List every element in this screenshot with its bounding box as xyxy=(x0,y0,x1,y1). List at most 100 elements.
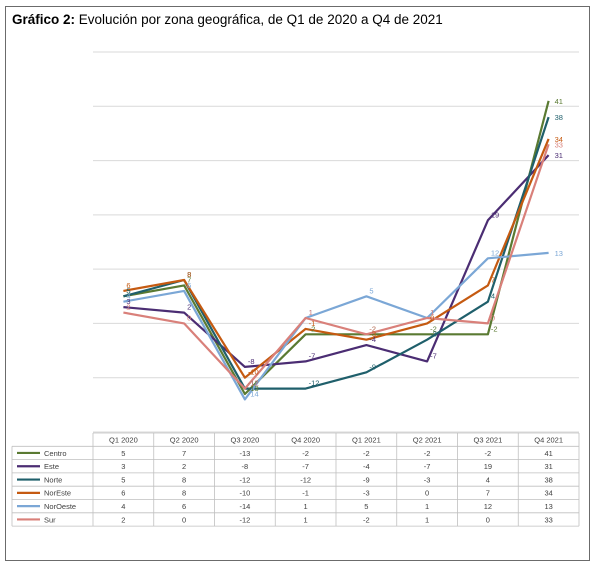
table-row-label: Este xyxy=(44,462,59,471)
table-cell: 4 xyxy=(486,475,490,484)
data-label: -10 xyxy=(248,368,259,377)
table-cell: -13 xyxy=(239,449,250,458)
data-label: -9 xyxy=(369,362,376,371)
table-row-label: NorOeste xyxy=(44,502,76,511)
data-label: -1 xyxy=(309,319,316,328)
table-cell: 38 xyxy=(544,475,552,484)
table-cell: -12 xyxy=(239,515,250,524)
table-cell: 6 xyxy=(121,489,125,498)
table-cell: -14 xyxy=(239,502,250,511)
table-header-cell: Q4 2021 xyxy=(534,436,563,445)
data-label: -13 xyxy=(248,384,259,393)
table-cell: 5 xyxy=(364,502,368,511)
table-header-cell: Q3 2021 xyxy=(473,436,502,445)
table-cell: 3 xyxy=(121,462,125,471)
table-header-cell: Q1 2020 xyxy=(109,436,138,445)
chart-title-prefix: Gráfico 2: xyxy=(12,12,76,27)
data-label: 13 xyxy=(555,249,563,258)
data-label: 2 xyxy=(126,303,130,312)
table-cell: 1 xyxy=(425,502,429,511)
data-label: -2 xyxy=(491,324,498,333)
data-label: 8 xyxy=(187,270,191,279)
table-cell: -2 xyxy=(302,449,309,458)
data-label: -3 xyxy=(430,330,437,339)
table-cell: 2 xyxy=(121,515,125,524)
data-label: -14 xyxy=(248,389,259,398)
series-line-norte xyxy=(123,116,550,390)
table-cell: -7 xyxy=(302,462,309,471)
data-label: -7 xyxy=(309,351,316,360)
table-cell: -2 xyxy=(363,515,370,524)
table-row-label: Sur xyxy=(44,515,56,524)
data-label: 0 xyxy=(430,313,434,322)
data-label: 0 xyxy=(491,313,495,322)
series-line-centro xyxy=(123,100,550,396)
table-cell: -9 xyxy=(363,475,370,484)
data-label: 7 xyxy=(187,275,191,284)
data-label: 4 xyxy=(126,292,130,301)
table-cell: 13 xyxy=(544,502,552,511)
table-cell: -3 xyxy=(363,489,370,498)
table-cell: 0 xyxy=(182,515,186,524)
chart-frame xyxy=(5,6,590,561)
data-label: -3 xyxy=(369,330,376,339)
table-cell: 41 xyxy=(544,449,552,458)
data-label: 7 xyxy=(491,275,495,284)
data-label: -2 xyxy=(369,324,376,333)
table-cell: -7 xyxy=(424,462,431,471)
data-label: 6 xyxy=(187,281,191,290)
table-header-cell: Q2 2021 xyxy=(413,436,442,445)
data-label: 19 xyxy=(491,210,499,219)
data-label: -2 xyxy=(430,324,437,333)
table-header-cell: Q2 2020 xyxy=(170,436,199,445)
table-cell: 1 xyxy=(304,502,308,511)
data-label: -2 xyxy=(309,324,316,333)
data-label: 34 xyxy=(555,135,563,144)
data-label: -4 xyxy=(369,335,376,344)
table-header-cell: Q4 2020 xyxy=(291,436,320,445)
table-cell: 1 xyxy=(304,515,308,524)
data-label: 41 xyxy=(555,97,563,106)
data-label: 5 xyxy=(126,286,130,295)
data-label: -12 xyxy=(309,379,320,388)
table-cell: 19 xyxy=(484,462,492,471)
table-header-cell: Q3 2020 xyxy=(230,436,259,445)
table-cell: 6 xyxy=(182,502,186,511)
data-label: -8 xyxy=(248,357,255,366)
table-cell: 2 xyxy=(182,462,186,471)
data-label: -12 xyxy=(248,379,259,388)
data-label: 8 xyxy=(187,270,191,279)
data-label: 0 xyxy=(187,313,191,322)
series-lines xyxy=(123,100,550,401)
table-cell: 5 xyxy=(121,449,125,458)
chart-title: Gráfico 2: Evolución por zona geográfica… xyxy=(12,12,443,27)
table-cell: 4 xyxy=(121,502,125,511)
data-table: Q1 2020 Q2 2020 Q3 2020 Q4 2020 Q1 2021 Q2 20… xyxy=(11,432,580,527)
table-cell: 12 xyxy=(484,502,492,511)
data-label: 5 xyxy=(369,286,373,295)
data-label: -2 xyxy=(369,324,376,333)
table-cell: 7 xyxy=(182,449,186,458)
table-row-label: Centro xyxy=(44,449,67,458)
chart-title-text: Evolución por zona geográfica, de Q1 de … xyxy=(75,12,443,27)
series-line-noreste xyxy=(123,138,550,379)
series-line-noroeste xyxy=(123,251,549,401)
table-cell: -1 xyxy=(302,489,309,498)
data-label: 12 xyxy=(491,248,499,257)
table-cell: -2 xyxy=(424,449,431,458)
table-cell: 5 xyxy=(121,475,125,484)
table-cell: 7 xyxy=(486,489,490,498)
table-row-label: NorEste xyxy=(44,489,71,498)
data-label: 6 xyxy=(126,281,130,290)
table-cell: 0 xyxy=(425,489,429,498)
data-label: 3 xyxy=(126,297,130,306)
data-label: 1 xyxy=(430,308,434,317)
table-cell: 31 xyxy=(544,462,552,471)
data-label: 33 xyxy=(555,140,563,149)
table-cell: 34 xyxy=(544,489,552,498)
data-label: 1 xyxy=(309,308,313,317)
data-label: 1 xyxy=(430,308,434,317)
table-cell: -10 xyxy=(239,489,250,498)
